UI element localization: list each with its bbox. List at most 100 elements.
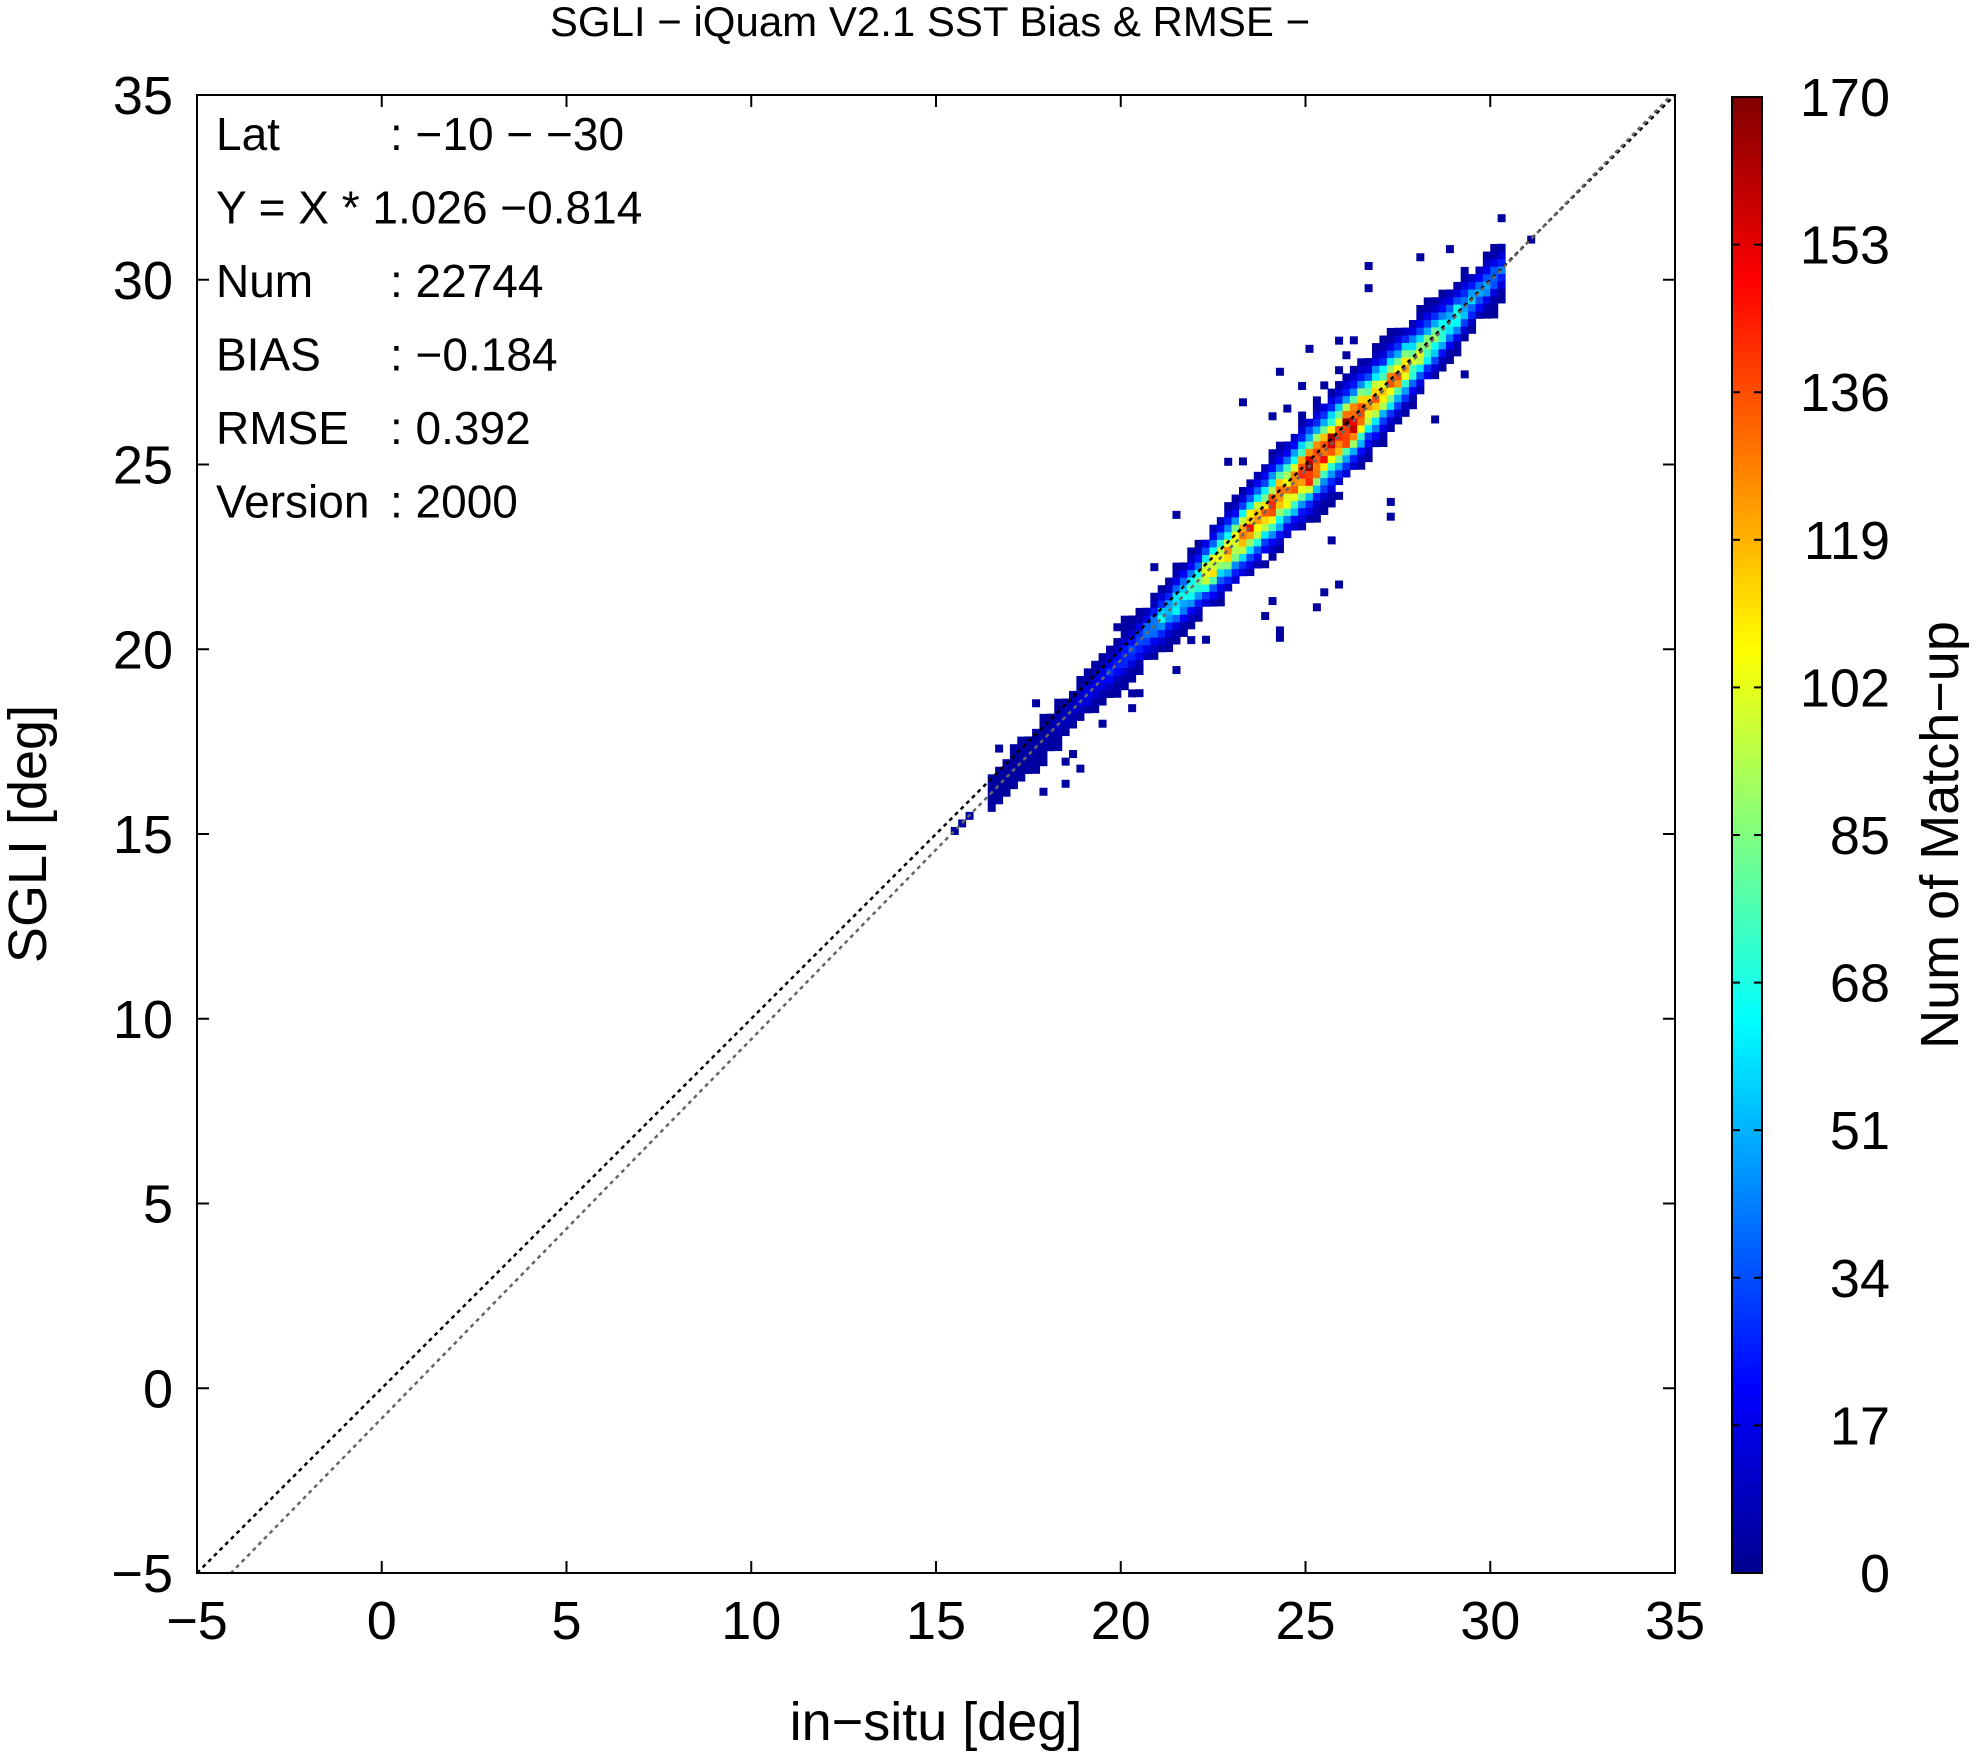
heatmap-cell [1120, 682, 1129, 691]
heatmap-cell [1475, 273, 1484, 282]
heatmap-cell [1275, 545, 1284, 554]
heatmap-cell [1349, 395, 1358, 404]
heatmap-cell [1017, 751, 1026, 760]
heatmap-cell [1275, 530, 1284, 539]
heatmap-cell [1209, 561, 1218, 570]
y-tick-label: 15 [113, 805, 173, 865]
heatmap-cell [1253, 486, 1262, 495]
heatmap-cell [1453, 318, 1462, 327]
heatmap-cell [1445, 311, 1454, 320]
heatmap-cell [1128, 689, 1137, 698]
heatmap-cell [1283, 456, 1292, 465]
heatmap-cell [1438, 333, 1447, 342]
heatmap-cell [1305, 455, 1314, 464]
colorbar-tick-label: 17 [1830, 1396, 1890, 1456]
colorbar-axis: 0 17 34 51 68 85 102 119 136 153 170 [1732, 68, 1890, 1604]
heatmap-cell [1275, 367, 1284, 376]
heatmap-cell [1091, 675, 1100, 684]
heatmap-cell [1120, 615, 1129, 624]
x-tick-label: 0 [367, 1591, 397, 1651]
chart-title: SGLI − iQuam V2.1 SST Bias & RMSE − [550, 0, 1310, 45]
heatmap-cell [1069, 713, 1078, 722]
heatmap-cell [1364, 395, 1373, 404]
heatmap-cell [1076, 712, 1085, 721]
heatmap-cell [1224, 546, 1233, 555]
heatmap-cell [1357, 380, 1366, 389]
heatmap-cell [1069, 720, 1078, 729]
heatmap-cell [1128, 704, 1137, 713]
heatmap-cell [1283, 463, 1292, 472]
heatmap-cell [1187, 554, 1196, 563]
heatmap-cell [1268, 464, 1277, 473]
heatmap-cell [1335, 388, 1344, 397]
heatmap-cell [1231, 516, 1240, 525]
heatmap-cell [1142, 607, 1151, 616]
heatmap-cell [1364, 262, 1373, 270]
heatmap-cell [1468, 318, 1477, 327]
heatmap-cell [1283, 441, 1292, 450]
heatmap-cell [1238, 509, 1247, 518]
heatmap-cell [1216, 561, 1225, 570]
heatmap-cell [1298, 500, 1307, 509]
heatmap-cell [1335, 417, 1344, 426]
heatmap-cell [1312, 462, 1321, 471]
y-tick-label: 20 [113, 620, 173, 680]
heatmap-cell [1482, 295, 1491, 304]
heatmap-cell [1209, 576, 1218, 585]
heatmap-cell [1275, 441, 1284, 450]
y-tick-label: 30 [113, 251, 173, 311]
heatmap-cell [1120, 630, 1129, 639]
heatmap-cell [1150, 600, 1159, 609]
heatmap-cell [1283, 515, 1292, 524]
heatmap-cell [1335, 462, 1344, 471]
heatmap-cell [1312, 425, 1321, 434]
heatmap-cell [1098, 653, 1107, 662]
heatmap-cell [1275, 515, 1284, 524]
heatmap-cell [1320, 470, 1329, 479]
stat-label: Num [216, 255, 313, 307]
heatmap-cell [1283, 507, 1292, 516]
heatmap-cell [1032, 736, 1041, 745]
heatmap-cell [1460, 370, 1469, 379]
heatmap-cell [1364, 417, 1373, 426]
heatmap-cell [1253, 471, 1262, 480]
heatmap-cell [1327, 410, 1336, 419]
heatmap-cell [1349, 461, 1358, 470]
heatmap-cell [1327, 477, 1336, 486]
heatmap-cell [1416, 386, 1425, 395]
heatmap-cell [1312, 485, 1321, 494]
heatmap-cell [1268, 537, 1277, 546]
heatmap-cell [1342, 380, 1351, 389]
heatmap-cell [1298, 507, 1307, 516]
y-tick-label: −5 [111, 1544, 173, 1604]
heatmap-cell [1408, 386, 1417, 395]
heatmap-cell [1135, 644, 1144, 653]
heatmap-cell [1460, 318, 1469, 327]
heatmap-cell [995, 781, 1004, 790]
heatmap-cell [1076, 764, 1085, 773]
heatmap-cell [1423, 312, 1432, 321]
heatmap-cell [1335, 381, 1344, 390]
heatmap-cell [1194, 539, 1203, 548]
heatmap-cell [1224, 502, 1233, 511]
heatmap-cell [1453, 311, 1462, 320]
heatmap-cell [1238, 560, 1247, 569]
heatmap-cell [1238, 538, 1247, 547]
heatmap-cell [1113, 689, 1122, 698]
heatmap-cell [1349, 410, 1358, 419]
heatmap-cell [1046, 735, 1055, 744]
heatmap-cell [1327, 484, 1336, 493]
colorbar-tick-label: 34 [1830, 1249, 1890, 1309]
heatmap-cell [1091, 668, 1100, 677]
heatmap-cell [1423, 363, 1432, 372]
colorbar-tick-label: 119 [1804, 511, 1890, 571]
heatmap-cell [1268, 523, 1277, 532]
heatmap-cell [1305, 485, 1314, 494]
heatmap-cell [1194, 591, 1203, 600]
y-axis: −5 0 5 10 15 20 25 30 35 [111, 66, 1675, 1604]
heatmap-cell [1172, 562, 1181, 571]
heatmap-cell [1187, 569, 1196, 578]
heatmap-cell [1238, 398, 1247, 407]
heatmap-cell [1475, 296, 1484, 305]
heatmap-cell [1187, 636, 1196, 645]
